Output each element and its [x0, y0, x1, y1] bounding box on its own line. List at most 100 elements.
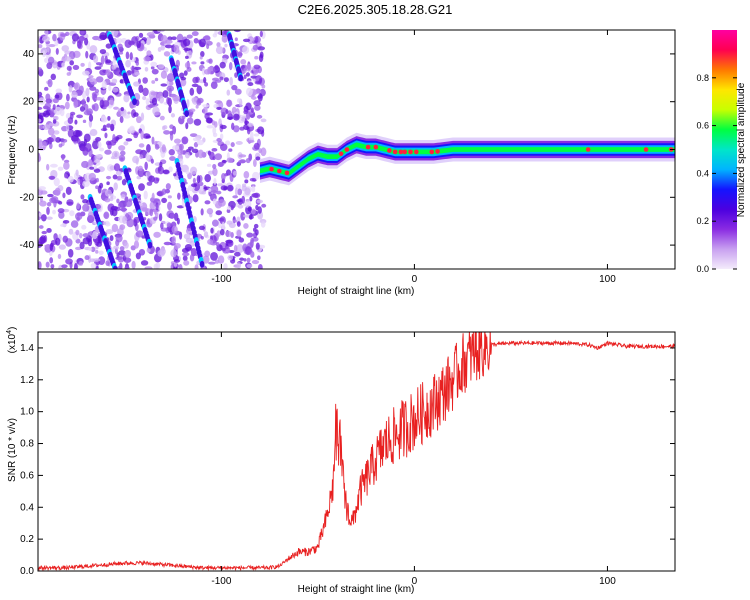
spectrogram-speckle [191, 31, 199, 37]
spectrogram-streak [132, 98, 137, 106]
spectrogram-speckle [194, 264, 199, 269]
spectrogram-speckle [73, 263, 78, 269]
spectrogram-speckle [69, 210, 75, 217]
spectrogram-speckle [243, 170, 250, 179]
spectrogram-speckle [38, 91, 43, 97]
spectrogram-speckle [199, 38, 207, 48]
spectrogram-speckle [38, 118, 42, 123]
spectrogram-speckle [240, 59, 247, 65]
ridge-peak [643, 147, 649, 152]
spectrogram-speckle [48, 175, 56, 180]
spectrogram-speckle [150, 66, 155, 70]
spectrogram-speckle [120, 106, 124, 112]
spectrogram-speckle [85, 87, 90, 97]
spectrogram-speckle [258, 54, 264, 63]
spectrogram-speckle [133, 66, 142, 71]
spectrogram-speckle [186, 66, 192, 72]
spectrogram-speckle [166, 96, 170, 105]
spectrogram-speckle [189, 87, 195, 96]
spectrogram-speckle [236, 221, 241, 227]
spectrogram-speckle [140, 130, 145, 140]
spectrogram-speckle [61, 45, 70, 52]
spectrogram-speckle [238, 237, 245, 243]
spectrogram-speckle [133, 81, 140, 87]
spectrogram-speckle [64, 31, 70, 37]
spectrogram-speckle [165, 39, 173, 44]
spectrogram-speckle [79, 85, 84, 94]
spectrogram-speckle [179, 143, 184, 151]
spectrogram-speckle [193, 37, 199, 44]
spectrogram-speckle [200, 61, 205, 65]
spectrogram-ytick-label: 20 [23, 97, 35, 108]
spectrogram-speckle [73, 83, 79, 89]
spectrogram-speckle [46, 62, 53, 70]
spectrogram-speckle [133, 132, 139, 139]
spectrogram-speckle [253, 192, 261, 199]
spectrogram-speckle [210, 185, 219, 193]
spectrogram-speckle [135, 230, 144, 238]
spectrogram-speckle [46, 216, 53, 220]
spectrogram-speckle [191, 183, 198, 188]
spectrogram-speckle [94, 66, 102, 70]
spectrogram-speckle [210, 251, 218, 261]
spectrogram-speckle [102, 221, 107, 226]
spectrogram-speckle [144, 266, 153, 269]
spectrogram-speckle [122, 216, 128, 225]
spectrogram-speckle [184, 55, 189, 60]
spectrogram-speckle [249, 177, 257, 182]
spectrogram-speckle [113, 106, 119, 110]
spectrogram-speckle [79, 146, 87, 152]
spectrogram-speckle [55, 136, 61, 143]
spectrogram-speckle [238, 154, 247, 158]
spectrogram-speckle [255, 204, 259, 211]
spectrogram-speckle [237, 51, 243, 59]
spectrogram-speckle [237, 204, 244, 209]
spectrogram-speckle [233, 244, 238, 253]
spectrogram-speckle [103, 211, 110, 220]
spectrogram-speckle [115, 239, 120, 247]
spectrogram-speckle [88, 172, 97, 181]
spectrogram-speckle [198, 225, 206, 231]
spectrogram-speckle [177, 192, 181, 200]
spectrogram-speckle [182, 252, 190, 257]
spectrogram-speckle [44, 57, 50, 63]
spectrogram-speckle [161, 188, 167, 195]
spectrogram-speckle [226, 89, 231, 96]
spectrogram-speckle [71, 33, 80, 42]
spectrogram-speckle [232, 170, 237, 176]
spectrogram-speckle [232, 195, 239, 199]
spectrogram-speckle [199, 56, 203, 60]
spectrogram-speckle [138, 183, 145, 191]
spectrogram-speckle [244, 200, 252, 208]
spectrogram-xtick-label: 100 [599, 274, 616, 285]
colorbar-ticks: 0.0 0.2 0.4 0.6 0.8 [696, 73, 737, 274]
spectrogram-speckle [121, 206, 127, 213]
spectrogram-speckle [247, 36, 255, 45]
figure-title: C2E6.2025.305.18.28.G21 [298, 2, 453, 17]
spectrogram-speckle [246, 263, 253, 268]
spectrogram-speckle [111, 223, 119, 233]
spectrogram-speckle [151, 68, 159, 75]
spectrogram-speckle [44, 102, 52, 110]
spectrogram-speckle [67, 248, 74, 258]
spectrogram-speckle [237, 188, 243, 196]
spectrogram-speckle [240, 211, 246, 221]
spectrogram-speckle [47, 127, 55, 136]
spectrogram-speckle [210, 227, 214, 234]
spectrogram-speckle [212, 198, 217, 205]
spectrogram-speckle [162, 169, 170, 175]
spectrogram-speckle [63, 161, 70, 170]
spectrogram-speckle [131, 65, 135, 74]
spectrogram-speckle [76, 202, 80, 210]
spectrogram-speckle [172, 145, 180, 151]
spectrogram-speckle [196, 175, 201, 184]
spectrogram-speckle [80, 62, 85, 67]
spectrogram-speckle [261, 84, 266, 89]
spectrogram-speckle [68, 85, 73, 93]
spectrogram-speckle [92, 258, 101, 262]
snr-ytick-label: 0.0 [20, 566, 34, 577]
spectrogram-speckle [205, 117, 213, 124]
spectrogram-speckle [127, 111, 131, 115]
spectrogram-speckle [202, 35, 211, 41]
spectrogram-speckle [119, 116, 124, 124]
